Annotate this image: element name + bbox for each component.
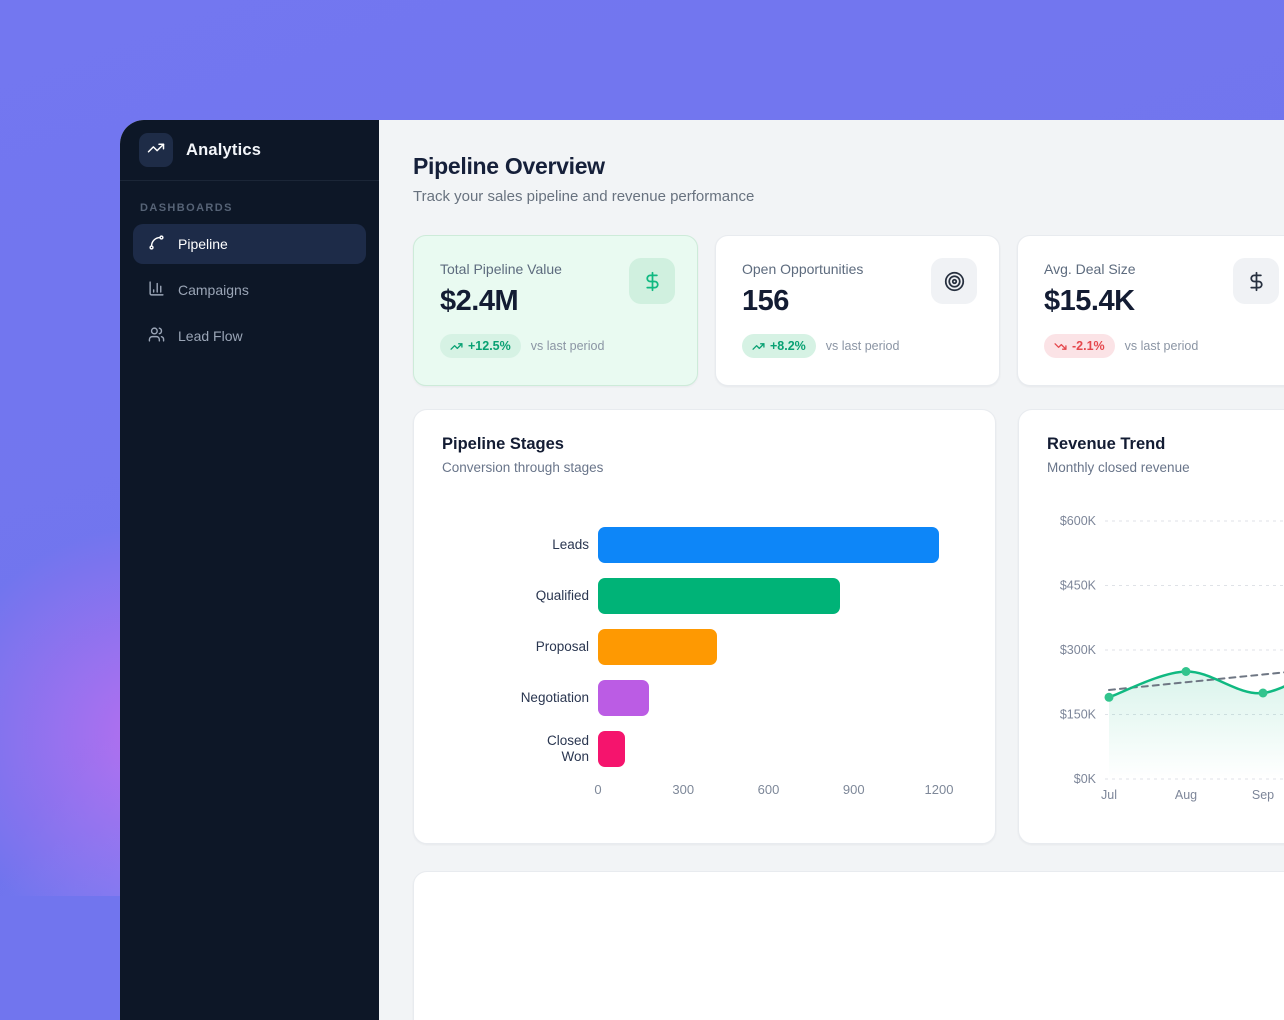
app-window: Analytics DASHBOARDS Pipeline Campaigns <box>120 120 1284 1020</box>
stat-caption: vs last period <box>1124 339 1199 353</box>
sidebar-item-pipeline[interactable]: Pipeline <box>133 224 366 264</box>
funnel-axis-tick: 900 <box>842 782 865 797</box>
sidebar-item-campaigns[interactable]: Campaigns <box>133 270 366 310</box>
svg-text:$300K: $300K <box>1060 643 1097 657</box>
sidebar-item-label: Lead Flow <box>178 328 243 344</box>
users-icon <box>148 326 165 346</box>
chart-title: Revenue Trend <box>1047 435 1166 453</box>
funnel-bar <box>598 629 718 665</box>
trending-down-icon <box>1054 342 1067 350</box>
stat-value: $2.4M <box>440 285 519 317</box>
funnel-row: Negotiation <box>442 680 967 716</box>
page-title: Pipeline Overview <box>413 153 605 179</box>
funnel-axis-tick: 600 <box>757 782 780 797</box>
funnel-row: Closed Won <box>442 731 967 767</box>
funnel-bar <box>598 731 625 767</box>
spline-icon <box>148 234 165 254</box>
stat-value: 156 <box>742 285 789 317</box>
dollar-icon <box>629 258 675 304</box>
charts-row: Pipeline Stages Conversion through stage… <box>413 409 1284 844</box>
stat-value: $15.4K <box>1044 285 1135 317</box>
stat-label: Total Pipeline Value <box>440 261 562 277</box>
page-subtitle: Track your sales pipeline and revenue pe… <box>413 188 755 205</box>
dollar-icon <box>1233 258 1279 304</box>
stat-card-total-pipeline-value: Total Pipeline Value $2.4M +12.5% vs las… <box>413 235 698 386</box>
trending-up-icon <box>752 342 765 350</box>
delta-badge: -2.1% <box>1044 334 1115 358</box>
svg-text:Aug: Aug <box>1175 788 1197 802</box>
svg-text:Sep: Sep <box>1252 788 1274 802</box>
sidebar-nav: Pipeline Campaigns Lead Flow <box>120 224 379 356</box>
stat-label: Avg. Deal Size <box>1044 261 1136 277</box>
funnel-row-label: Qualified <box>535 588 589 604</box>
main-content: Pipeline Overview Track your sales pipel… <box>379 120 1284 1020</box>
sidebar-header: Analytics <box>120 120 379 181</box>
funnel-row: Proposal <box>442 629 967 665</box>
sidebar-section-label: DASHBOARDS <box>140 202 233 214</box>
funnel-axis-tick: 0 <box>594 782 602 797</box>
svg-text:$450K: $450K <box>1060 579 1097 593</box>
funnel-row-label: Closed Won <box>546 733 589 764</box>
trending-up-icon <box>450 342 463 350</box>
funnel-bar <box>598 527 939 563</box>
funnel-row-label: Negotiation <box>520 690 589 706</box>
funnel-bar <box>598 680 650 716</box>
pipeline-stages-card: Pipeline Stages Conversion through stage… <box>413 409 996 844</box>
delta-badge: +8.2% <box>742 334 816 358</box>
funnel-row: Qualified <box>442 578 967 614</box>
funnel-bar-chart: Leads Qualified Proposal Negotiation Closed … <box>442 527 967 767</box>
svg-text:$0K: $0K <box>1074 772 1097 786</box>
funnel-row-label: Leads <box>552 537 589 553</box>
target-icon <box>931 258 977 304</box>
stat-label: Open Opportunities <box>742 261 864 277</box>
funnel-axis-tick: 1200 <box>924 782 954 797</box>
chart-title: Pipeline Stages <box>442 435 564 453</box>
stat-caption: vs last period <box>530 339 605 353</box>
sidebar-item-lead-flow[interactable]: Lead Flow <box>133 316 366 356</box>
column-chart-icon <box>148 280 165 300</box>
funnel-row: Leads <box>442 527 967 563</box>
funnel-row-label: Proposal <box>535 639 589 655</box>
funnel-bar <box>598 578 840 614</box>
sidebar-item-label: Campaigns <box>178 282 249 298</box>
funnel-axis-tick: 300 <box>672 782 695 797</box>
svg-text:$600K: $600K <box>1060 515 1097 528</box>
stat-card-open-opportunities: Open Opportunities 156 +8.2% vs last per… <box>715 235 1000 386</box>
trending-up-icon <box>147 139 165 162</box>
funnel-x-axis: 0 300 600 900 1200 <box>594 782 967 800</box>
sidebar-item-label: Pipeline <box>178 236 228 252</box>
stat-caption: vs last period <box>825 339 900 353</box>
svg-text:$150K: $150K <box>1060 708 1097 722</box>
revenue-trend-card: Revenue Trend Monthly closed revenue $0K… <box>1018 409 1284 844</box>
sidebar: Analytics DASHBOARDS Pipeline Campaigns <box>120 120 379 1020</box>
chart-subtitle: Monthly closed revenue <box>1047 460 1190 475</box>
svg-text:Jul: Jul <box>1101 788 1117 802</box>
revenue-line-chart: $0K$150K$300K$450K$600KJulAugSepOct <box>1060 515 1284 802</box>
delta-badge: +12.5% <box>440 334 521 358</box>
analytics-logo <box>139 133 173 167</box>
app-name: Analytics <box>186 140 262 159</box>
bottom-card <box>413 871 1284 1020</box>
stat-cards-row: Total Pipeline Value $2.4M +12.5% vs las… <box>413 235 1284 386</box>
stat-card-avg-deal-size: Avg. Deal Size $15.4K -2.1% vs last peri… <box>1017 235 1284 386</box>
chart-subtitle: Conversion through stages <box>442 460 604 475</box>
